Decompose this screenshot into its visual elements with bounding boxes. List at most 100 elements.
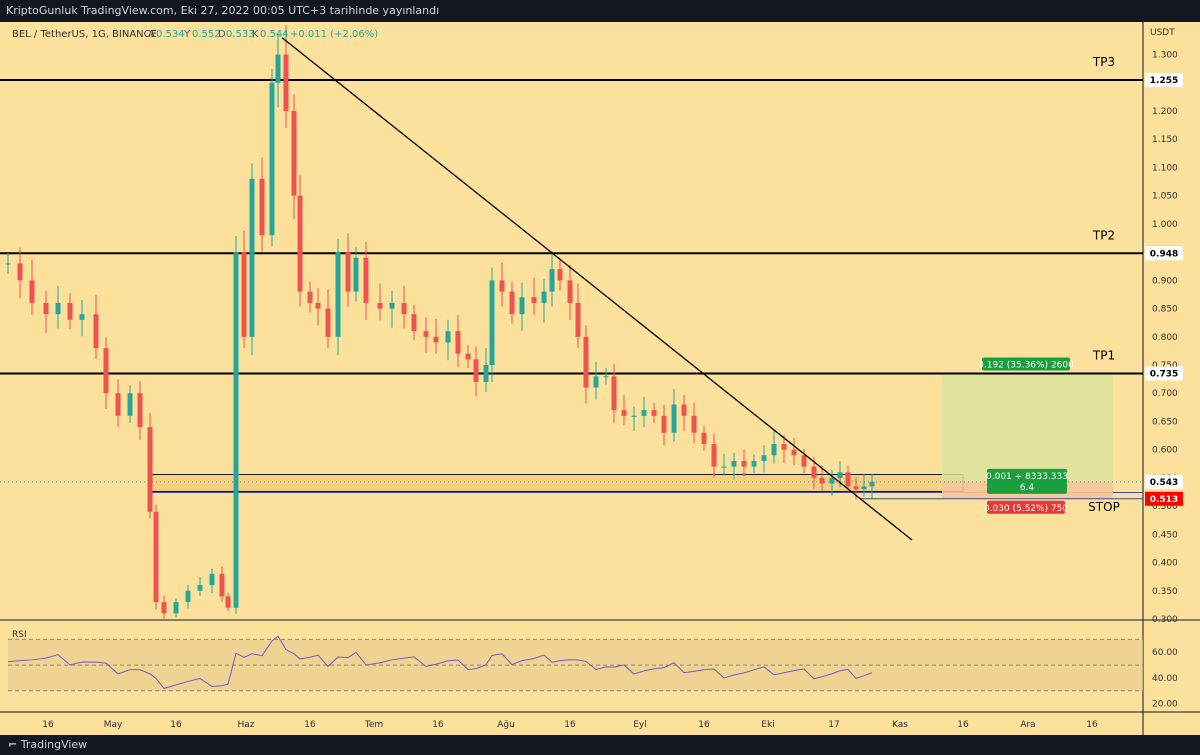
- candle-body: [829, 477, 835, 484]
- footer-bar: ⌐ TradingView: [0, 735, 1200, 755]
- published-text: KriptoGunluk TradingView.com, Eki 27, 20…: [6, 4, 440, 17]
- level-price-tag-bg: [1145, 246, 1183, 261]
- candle-body: [541, 291, 547, 303]
- horizontal-levels: [0, 78, 1143, 483]
- candle-body: [345, 252, 351, 292]
- rsi-tick-label: 20.00: [1152, 700, 1178, 710]
- candle-body: [225, 596, 231, 608]
- candle-body: [671, 404, 677, 433]
- candle-body: [519, 297, 525, 315]
- candle-body: [325, 308, 331, 337]
- candle-body: [79, 314, 85, 320]
- candle-body: [219, 573, 225, 597]
- candle-body: [353, 257, 359, 292]
- chart-labels: 1.255 0.948 0.735 0.543 0.513 TP3 TP2 TP1 STOP 0.…: [978, 55, 1183, 514]
- candle-body: [853, 486, 859, 490]
- candle-body: [611, 376, 617, 411]
- price-tick-label: 0.450: [1152, 530, 1178, 540]
- price-tick-label: 0.300: [1152, 615, 1178, 625]
- candle-body: [5, 263, 11, 265]
- chart-area[interactable]: 1.3001.2501.2001.1501.1001.0501.0000.950…: [0, 22, 1200, 735]
- candle-body: [29, 280, 35, 303]
- time-tick-label: Kas: [892, 720, 908, 730]
- candle-body: [751, 460, 757, 467]
- candle-body: [837, 472, 843, 478]
- candles: [5, 25, 875, 619]
- close-label: K: [252, 29, 259, 40]
- price-tick-label: 0.600: [1152, 446, 1178, 456]
- candle-body: [721, 466, 727, 468]
- level-price-tag-bg: [1145, 72, 1183, 87]
- close-value: 0.544: [260, 29, 289, 40]
- price-tick-label: 0.900: [1152, 276, 1178, 286]
- candle-body: [651, 410, 657, 416]
- candle-body: [819, 477, 825, 484]
- candle-body: [307, 291, 313, 303]
- open-label: A: [148, 29, 155, 40]
- candle-body: [791, 449, 797, 456]
- candle-body: [661, 415, 667, 433]
- candle-body: [55, 302, 61, 315]
- price-tick-label: 0.650: [1152, 417, 1178, 427]
- position-info-label-bg: [987, 468, 1067, 494]
- currency-label: USDT: [1150, 28, 1175, 38]
- candle-body: [603, 376, 609, 378]
- time-tick-label: Ağu: [497, 720, 515, 730]
- change-value: +0.011 (+2.06%): [290, 29, 378, 40]
- symbol-name: BEL / TetherUS, 1G, BINANCE: [12, 29, 157, 40]
- candle-body: [465, 353, 471, 360]
- low-value: 0.533: [226, 29, 255, 40]
- price-chart[interactable]: 1.3001.2501.2001.1501.1001.0501.0000.950…: [0, 22, 1200, 735]
- rsi-band: [8, 638, 1143, 692]
- stop-price-tag-bg: [1145, 491, 1183, 506]
- time-tick-label: Eyl: [633, 720, 647, 730]
- candle-body: [147, 427, 153, 512]
- time-tick-label: 16: [957, 720, 969, 730]
- trendline[interactable]: [281, 37, 913, 541]
- price-tick-label: 1.100: [1152, 163, 1178, 173]
- candle-body: [549, 269, 555, 292]
- footer-brand: TradingView: [20, 738, 88, 751]
- tradingview-logo-icon: ⌐: [8, 738, 18, 751]
- candle-body: [269, 82, 275, 236]
- candle-body: [869, 481, 875, 487]
- published-header: KriptoGunluk TradingView.com, Eki 27, 20…: [0, 0, 1200, 22]
- rsi-polyline: [7, 635, 873, 689]
- candle-body: [509, 291, 515, 315]
- candle-body: [363, 257, 369, 303]
- candle-body: [801, 455, 807, 467]
- candle-body: [93, 314, 99, 349]
- candle-body: [389, 302, 395, 309]
- time-tick-label: Ara: [1020, 720, 1035, 730]
- candle-body: [137, 393, 143, 428]
- candle-body: [701, 432, 707, 445]
- level-price-tag: 1.255: [1150, 76, 1178, 86]
- candle-body: [567, 280, 573, 303]
- time-tick-label: Tem: [364, 720, 383, 730]
- candle-body: [845, 472, 851, 487]
- candle-body: [711, 444, 717, 467]
- candle-body: [593, 376, 599, 388]
- candle-body: [197, 585, 203, 591]
- price-tick-label: 0.400: [1152, 559, 1178, 569]
- level-name-label: TP1: [1092, 348, 1115, 362]
- stop-price-tag: 0.513: [1150, 495, 1178, 505]
- high-value: 0.552: [192, 29, 221, 40]
- level-name-label: TP3: [1092, 55, 1115, 69]
- candle-body: [233, 252, 239, 608]
- candle-body: [631, 415, 637, 417]
- candle-body: [781, 444, 787, 450]
- time-tick-label: 16: [564, 720, 576, 730]
- level-price-tag: 0.948: [1150, 249, 1178, 259]
- candle-body: [103, 348, 109, 394]
- time-tick-label: 16: [1086, 720, 1098, 730]
- candle-body: [483, 365, 489, 382]
- candle-body: [489, 280, 495, 366]
- loss-label-bg: [987, 500, 1065, 514]
- position-info-label: 6.4: [1020, 483, 1035, 493]
- price-tick-label: 0.800: [1152, 333, 1178, 343]
- candle-body: [275, 54, 281, 83]
- rsi-line: [7, 635, 873, 689]
- position-info-label: 0.001 ÷ 8333.333: [986, 472, 1068, 482]
- candle-body: [731, 460, 737, 467]
